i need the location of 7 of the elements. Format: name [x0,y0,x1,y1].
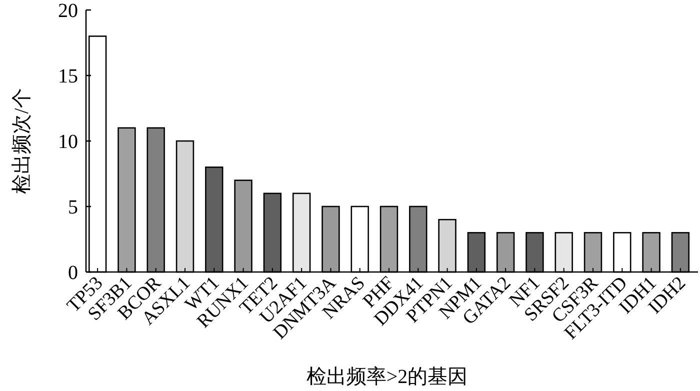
y-tick-label: 20 [58,0,78,22]
y-axis-title: 检出频次/个 [11,88,33,194]
y-tick-label: 10 [58,131,78,153]
y-tick-label: 0 [68,262,78,284]
y-tick-label: 15 [58,66,78,88]
x-axis-title: 检出频率>2的基因 [306,366,468,388]
y-tick-label: 5 [68,196,78,218]
